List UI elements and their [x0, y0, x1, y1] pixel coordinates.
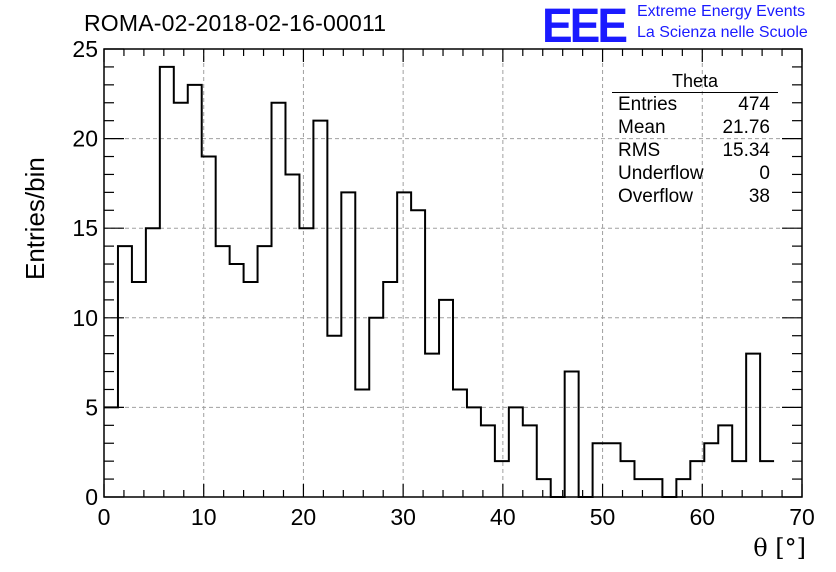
x-tick-label: 60: [689, 504, 715, 530]
x-tick-label: 40: [490, 504, 516, 530]
stats-label: Mean: [618, 117, 666, 138]
y-tick-label: 10: [72, 305, 98, 331]
x-tick-label: 0: [98, 504, 111, 530]
stats-value: 474: [738, 94, 770, 115]
y-tick-label: 15: [72, 215, 98, 241]
histogram-line: [104, 65, 775, 498]
stats-box: Theta Entries 474 Mean 21.76 RMS 15.34 U…: [612, 72, 778, 208]
stats-label: Overflow: [618, 186, 693, 207]
stats-value: 21.76: [722, 117, 770, 138]
stats-label: RMS: [618, 140, 661, 161]
stats-label: Underflow: [618, 163, 704, 184]
plot-frame: [103, 48, 803, 498]
chart-title: ROMA-02-2018-02-16-00011: [84, 10, 387, 36]
axis-ticks: [103, 48, 803, 498]
logo-line-2: La Scienza nelle Scuole: [637, 24, 808, 41]
logo-line-1: Extreme Energy Events: [637, 3, 806, 20]
stats-row: RMS 15.34: [612, 139, 778, 162]
tick-labels: 0 10 20 30 40 50 60 70 0 5 10 15 20 25: [72, 36, 814, 530]
stats-label: Entries: [618, 94, 678, 115]
y-tick-label: 0: [85, 484, 98, 510]
x-tick-label: 70: [789, 504, 815, 530]
stats-row: Overflow 38: [612, 185, 778, 208]
stats-row: Underflow 0: [612, 162, 778, 185]
stats-row: Mean 21.76: [612, 116, 778, 139]
stats-row: Entries 474: [612, 93, 778, 116]
stats-title: Theta: [612, 72, 778, 93]
plot-border: [103, 48, 803, 498]
stats-value: 0: [759, 163, 770, 184]
eee-logo: EEE: [542, 0, 628, 53]
y-tick-label: 5: [85, 394, 98, 420]
y-tick-label: 25: [72, 36, 98, 62]
y-tick-label: 20: [72, 126, 98, 152]
grid-lines: [104, 49, 802, 497]
x-axis-label: θ [°]: [753, 534, 806, 562]
x-tick-label: 20: [291, 504, 317, 530]
histogram-series: [104, 65, 775, 498]
x-tick-label: 10: [191, 504, 217, 530]
stats-value: 15.34: [722, 140, 770, 161]
y-axis-label: Entries/bin: [20, 157, 50, 280]
x-tick-label: 30: [390, 504, 416, 530]
x-tick-label: 50: [590, 504, 616, 530]
stats-value: 38: [748, 186, 770, 207]
